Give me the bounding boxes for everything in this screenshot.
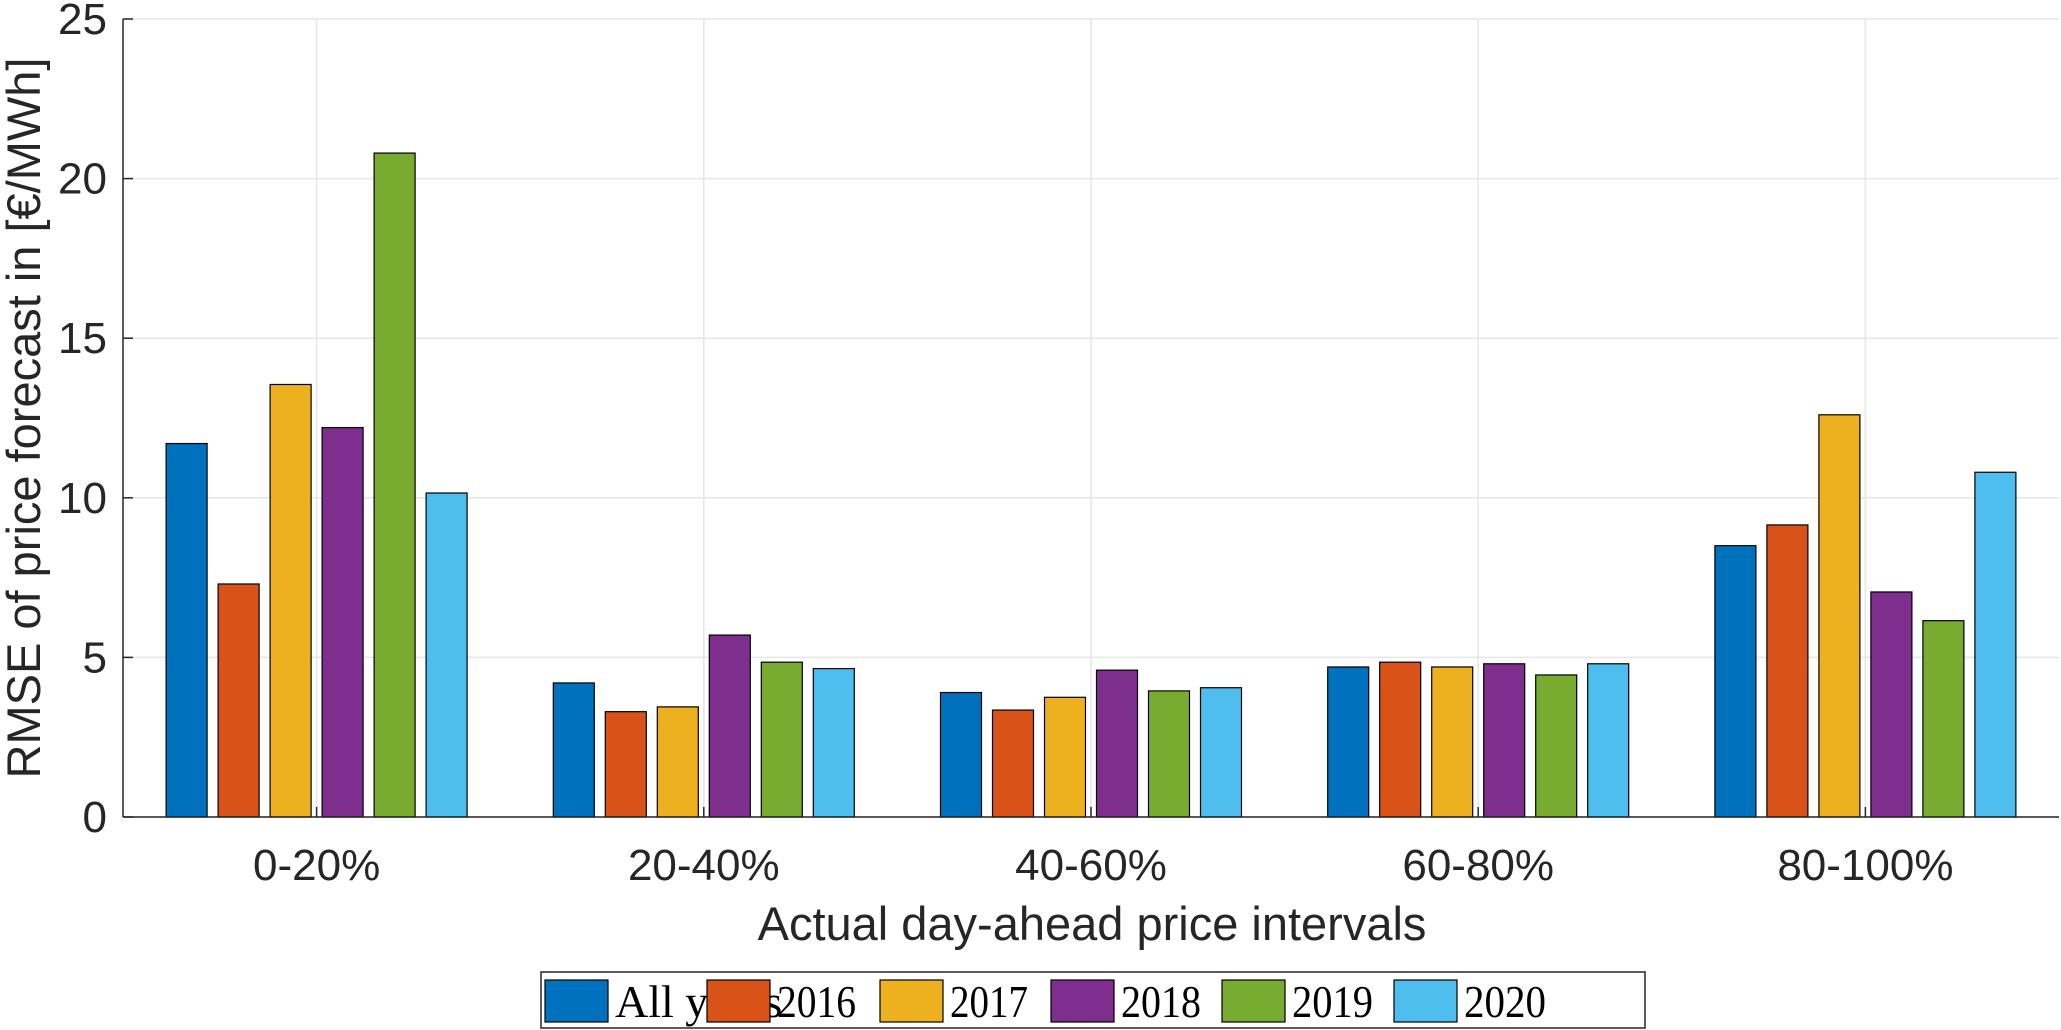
bar-2020-1 — [812, 667, 855, 818]
x-tick-label: 40-60% — [1015, 841, 1167, 890]
bar-2019-2 — [1147, 690, 1191, 818]
y-tick-label: 0 — [83, 793, 107, 842]
bar-2016-0 — [217, 583, 260, 818]
bar-2018-0 — [321, 426, 364, 818]
bar-all-years-2 — [939, 691, 983, 818]
bar-all-years-0 — [165, 442, 208, 818]
bar-all-years-3 — [1327, 666, 1370, 818]
bar-2020-2 — [1199, 687, 1243, 818]
bar-all-years-1 — [552, 682, 595, 818]
bar-2016-1 — [604, 711, 647, 818]
x-tick-label: 20-40% — [628, 841, 780, 890]
y-tick-label: 20 — [58, 155, 107, 204]
y-tick-label: 15 — [58, 314, 107, 363]
bar-all-years-4 — [1714, 545, 1757, 818]
bar-2017-1 — [656, 706, 699, 818]
bar-2017-2 — [1043, 696, 1087, 818]
legend-swatch-2019 — [1221, 979, 1286, 1023]
x-tick-label: 0-20% — [253, 841, 380, 890]
y-tick-label: 10 — [58, 474, 107, 523]
bar-2017-4 — [1818, 414, 1861, 818]
bar-2019-0 — [373, 152, 416, 818]
bar-2018-4 — [1870, 591, 1913, 818]
legend-swatch-2018 — [1050, 979, 1115, 1023]
bar-2018-2 — [1095, 669, 1139, 818]
bar-2016-3 — [1379, 661, 1422, 818]
y-axis-title: RMSE of price forecast in [€/MWh] — [0, 58, 50, 779]
bar-2016-2 — [991, 709, 1035, 818]
legend-swatch-2016 — [706, 979, 771, 1023]
x-axis-title: Actual day-ahead price intervals — [758, 897, 1427, 950]
legend-label-2019: 2019 — [1292, 976, 1373, 1027]
bar-2019-1 — [760, 661, 803, 818]
bar-2020-3 — [1587, 663, 1630, 818]
bar-2016-4 — [1766, 524, 1809, 818]
bar-2019-4 — [1922, 620, 1965, 818]
bar-2020-4 — [1974, 471, 2017, 818]
bar-2020-0 — [425, 492, 468, 818]
bar-2017-0 — [269, 383, 312, 818]
y-tick-label: 5 — [83, 633, 107, 682]
bar-2017-3 — [1431, 666, 1474, 818]
y-tick-label: 25 — [58, 0, 107, 44]
legend-swatch-2020 — [1393, 979, 1458, 1023]
legend-label-2017: 2017 — [950, 976, 1028, 1027]
legend-swatch-all-years — [544, 979, 609, 1023]
legend-swatch-2017 — [879, 979, 944, 1023]
legend-label-2020: 2020 — [1464, 976, 1546, 1027]
legend-label-2016: 2016 — [777, 976, 856, 1027]
axes: 0 5 10 15 20 25 0-20% 20-40% 40-60% 60-80% 80-100% — [58, 0, 2059, 890]
legend-label-2018: 2018 — [1121, 976, 1201, 1027]
bar-2018-3 — [1483, 663, 1526, 818]
bars — [165, 152, 2017, 818]
bar-2019-3 — [1535, 674, 1578, 818]
bar-2018-1 — [708, 634, 751, 818]
x-tick-label: 80-100% — [1777, 841, 1953, 890]
x-tick-label: 60-80% — [1402, 841, 1554, 890]
